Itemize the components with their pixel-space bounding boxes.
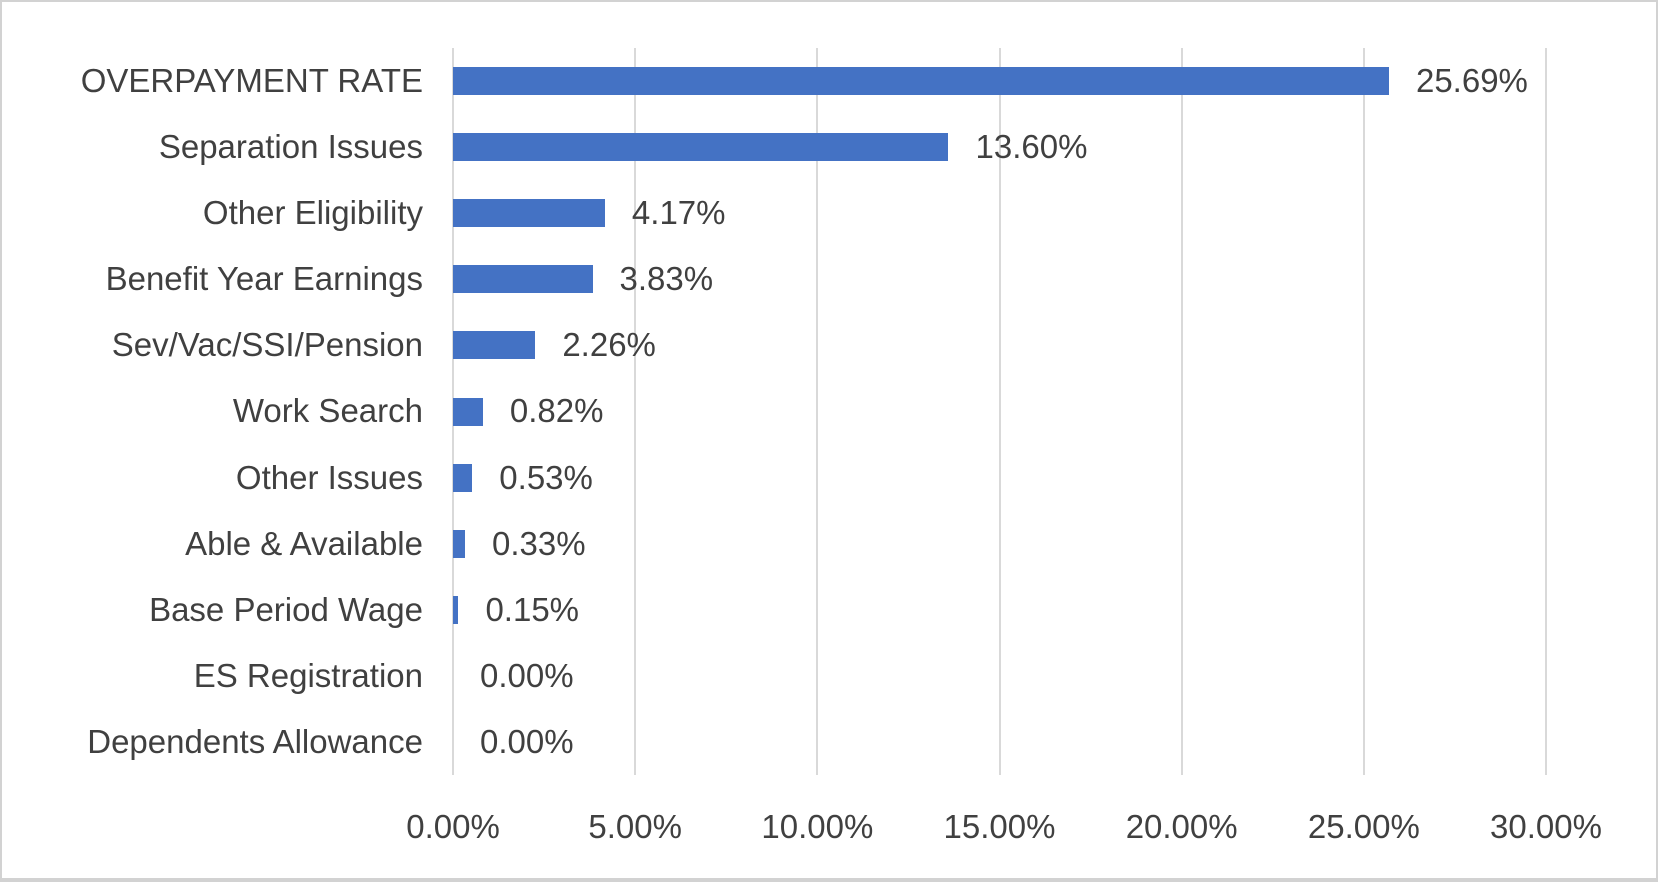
value-label: 0.82% xyxy=(509,392,604,430)
category-label: Able & Available xyxy=(185,524,423,562)
bar xyxy=(453,67,1389,96)
x-tick-label: 25.00% xyxy=(1307,808,1420,845)
x-tick-label: 15.00% xyxy=(943,808,1056,845)
x-tick-label: 5.00% xyxy=(588,808,682,845)
gridline xyxy=(816,48,819,775)
value-label: 2.26% xyxy=(562,326,656,364)
value-label: 0.33% xyxy=(492,524,586,562)
value-label: 4.17% xyxy=(631,194,726,232)
category-label: Benefit Year Earnings xyxy=(105,260,423,298)
gridline xyxy=(634,48,637,775)
bar xyxy=(453,529,466,558)
category-label: ES Registration xyxy=(193,656,423,694)
category-label: Separation Issues xyxy=(158,128,423,166)
bar xyxy=(453,133,949,162)
bar xyxy=(453,331,536,360)
bar xyxy=(453,265,593,294)
x-tick-label: 0.00% xyxy=(406,808,500,845)
category-label: Sev/Vac/SSI/Pension xyxy=(111,326,423,364)
value-label: 0.15% xyxy=(485,590,580,628)
value-label: 3.83% xyxy=(619,260,714,298)
category-label: OVERPAYMENT RATE xyxy=(80,62,423,100)
value-label: 13.60% xyxy=(975,128,1088,166)
category-label: Dependents Allowance xyxy=(87,722,423,760)
x-tick-label: 10.00% xyxy=(761,808,874,845)
value-label: 0.00% xyxy=(480,722,574,760)
bar xyxy=(453,397,483,426)
category-label: Other Eligibility xyxy=(202,194,423,232)
bar xyxy=(453,199,605,228)
gridline xyxy=(1545,48,1547,775)
value-label: 25.69% xyxy=(1415,62,1528,100)
category-label: Work Search xyxy=(232,392,423,430)
x-tick-label: 30.00% xyxy=(1490,808,1602,845)
bar xyxy=(453,595,459,624)
value-label: 0.00% xyxy=(480,656,574,694)
gridline xyxy=(1362,48,1365,775)
x-tick-label: 20.00% xyxy=(1125,808,1238,845)
category-label: Other Issues xyxy=(235,458,423,496)
category-label: Base Period Wage xyxy=(149,590,423,628)
gridline xyxy=(998,48,1001,775)
gridline xyxy=(1180,48,1183,775)
bar xyxy=(453,463,473,492)
value-label: 0.53% xyxy=(499,458,593,496)
